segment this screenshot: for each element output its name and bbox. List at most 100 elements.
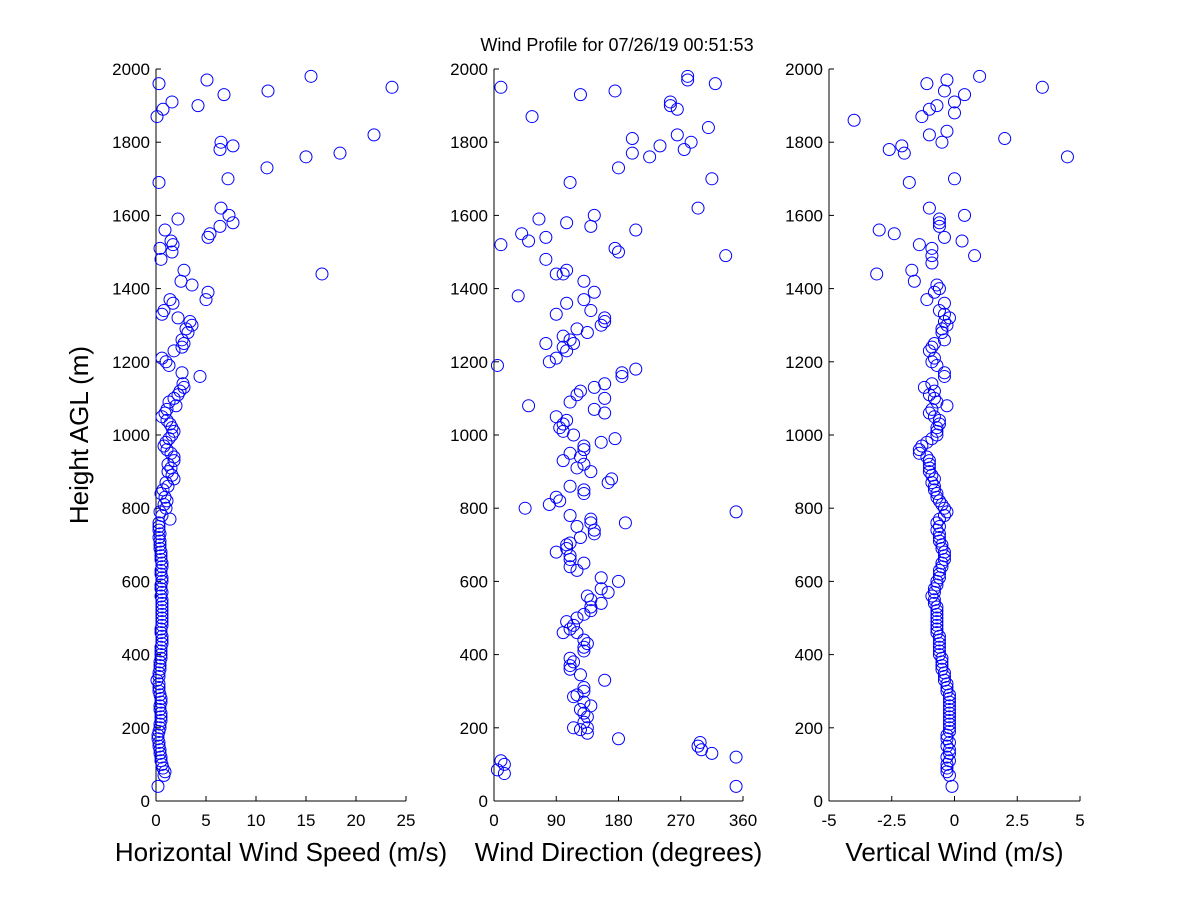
data-point xyxy=(315,267,329,281)
data-point xyxy=(937,366,951,380)
data-point xyxy=(175,340,189,354)
data-point xyxy=(1035,80,1049,94)
data-point xyxy=(154,549,168,563)
y-tick-label: 1200 xyxy=(112,353,150,372)
data-point xyxy=(584,304,598,318)
data-point xyxy=(151,732,165,746)
data-point xyxy=(525,110,539,124)
data-point xyxy=(612,161,625,175)
data-point xyxy=(932,640,946,654)
data-point xyxy=(213,143,227,157)
data-point xyxy=(518,501,532,515)
data-point xyxy=(573,384,587,398)
data-point xyxy=(157,439,171,453)
data-point xyxy=(598,391,612,405)
data-point xyxy=(719,249,733,263)
data-point xyxy=(922,201,936,215)
data-point xyxy=(556,424,570,438)
data-point xyxy=(161,465,175,479)
data-point xyxy=(930,516,944,530)
data-point xyxy=(570,626,584,640)
data-point xyxy=(930,487,944,501)
y-tick-label: 1400 xyxy=(450,280,488,299)
data-point xyxy=(159,476,173,490)
data-point xyxy=(560,538,574,552)
y-tick-label: 800 xyxy=(795,499,823,518)
x-axis-label: Wind Direction (degrees) xyxy=(475,837,763,867)
data-point xyxy=(532,212,546,226)
data-point xyxy=(159,501,173,515)
data-point xyxy=(935,135,949,149)
data-point xyxy=(167,454,181,468)
data-point xyxy=(948,172,961,186)
data-point xyxy=(940,761,954,775)
data-point xyxy=(927,384,941,398)
data-point xyxy=(154,754,168,768)
data-point xyxy=(304,69,318,83)
data-point xyxy=(942,703,956,716)
data-point xyxy=(556,267,570,281)
data-point xyxy=(932,563,946,577)
x-tick-label: -5 xyxy=(821,811,836,830)
data-point xyxy=(945,779,959,793)
data-point xyxy=(917,380,931,394)
panel-horizontal-wind-speed: 0 200 400 600 800 1000 1200 1400 1600 1800 2000 0 5 1… xyxy=(64,60,447,867)
data-point xyxy=(556,329,570,343)
y-tick-label: 1000 xyxy=(785,426,823,445)
data-point xyxy=(927,596,941,610)
data-point xyxy=(200,73,214,87)
y-tick-label: 400 xyxy=(795,646,823,665)
x-tick-label: 5 xyxy=(1075,811,1084,830)
data-point xyxy=(155,600,169,614)
data-point xyxy=(927,483,941,497)
x-tick-label: 180 xyxy=(604,811,632,830)
data-point xyxy=(942,768,956,782)
data-point xyxy=(549,410,563,424)
data-point xyxy=(584,699,598,713)
y-tick-label: 600 xyxy=(122,572,150,591)
data-point xyxy=(580,726,594,740)
data-point xyxy=(154,567,168,581)
data-point xyxy=(175,333,189,347)
data-point xyxy=(563,662,577,676)
data-point xyxy=(925,241,939,255)
data-point xyxy=(629,362,643,376)
data-point xyxy=(155,509,169,523)
data-point xyxy=(221,172,235,186)
data-point xyxy=(154,713,168,727)
data-point xyxy=(152,739,166,753)
y-tick-label: 1600 xyxy=(112,206,150,225)
data-point xyxy=(154,487,168,501)
data-point xyxy=(494,80,508,94)
data-point xyxy=(153,241,167,255)
data-point xyxy=(684,135,698,149)
x-tick-label: 90 xyxy=(547,811,566,830)
data-point xyxy=(160,443,174,457)
x-axis-label: Horizontal Wind Speed (m/s) xyxy=(115,837,447,867)
data-point xyxy=(203,227,217,241)
data-point xyxy=(154,644,168,658)
data-point xyxy=(222,208,236,222)
data-point xyxy=(156,102,170,116)
data-point xyxy=(151,779,165,793)
y-tick-label: 1400 xyxy=(785,280,823,299)
data-point xyxy=(560,263,574,277)
data-point xyxy=(567,618,581,632)
data-point xyxy=(567,690,581,704)
data-point xyxy=(577,443,591,457)
data-point xyxy=(154,651,168,665)
data-point xyxy=(584,512,598,526)
data-point xyxy=(930,523,944,537)
y-tick-label: 0 xyxy=(479,792,488,811)
data-point xyxy=(925,256,939,270)
data-point xyxy=(570,563,584,577)
data-point xyxy=(214,201,228,215)
data-point xyxy=(594,582,608,596)
data-point xyxy=(577,293,591,307)
data-point xyxy=(367,128,381,142)
data-point xyxy=(942,754,956,768)
data-point xyxy=(927,472,941,486)
data-point xyxy=(930,622,944,636)
data-point xyxy=(932,216,946,230)
data-point xyxy=(681,73,695,87)
